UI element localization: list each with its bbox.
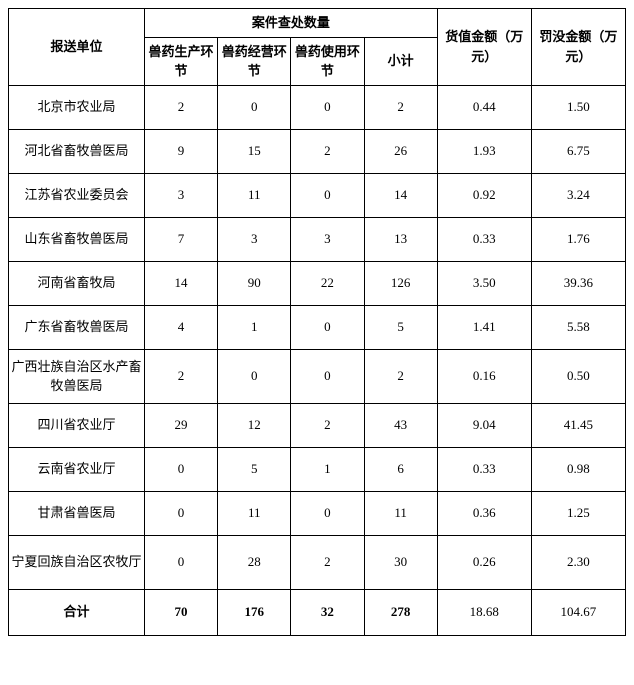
cell-use: 2 [291, 129, 364, 173]
total-unit: 合计 [9, 589, 145, 635]
cell-sub: 26 [364, 129, 437, 173]
total-sub: 278 [364, 589, 437, 635]
cell-value: 0.33 [437, 217, 531, 261]
cell-prod: 0 [144, 535, 217, 589]
cell-prod: 0 [144, 447, 217, 491]
cell-use: 1 [291, 447, 364, 491]
total-biz: 176 [218, 589, 291, 635]
cell-sub: 30 [364, 535, 437, 589]
total-penalty: 104.67 [531, 589, 625, 635]
cell-penalty: 1.25 [531, 491, 625, 535]
cell-prod: 0 [144, 491, 217, 535]
cell-use: 0 [291, 491, 364, 535]
cell-value: 0.92 [437, 173, 531, 217]
cell-penalty: 1.76 [531, 217, 625, 261]
cell-biz: 3 [218, 217, 291, 261]
cell-prod: 3 [144, 173, 217, 217]
cell-unit: 四川省农业厅 [9, 403, 145, 447]
cell-value: 0.26 [437, 535, 531, 589]
cell-prod: 29 [144, 403, 217, 447]
cell-biz: 15 [218, 129, 291, 173]
cell-penalty: 41.45 [531, 403, 625, 447]
cell-unit: 江苏省农业委员会 [9, 173, 145, 217]
cell-unit: 甘肃省兽医局 [9, 491, 145, 535]
cell-sub: 13 [364, 217, 437, 261]
cell-value: 3.50 [437, 261, 531, 305]
cell-prod: 9 [144, 129, 217, 173]
cell-value: 1.93 [437, 129, 531, 173]
cell-use: 0 [291, 305, 364, 349]
cell-prod: 2 [144, 85, 217, 129]
cell-sub: 43 [364, 403, 437, 447]
cell-biz: 0 [218, 85, 291, 129]
cell-prod: 14 [144, 261, 217, 305]
cell-value: 0.16 [437, 349, 531, 403]
cell-sub: 14 [364, 173, 437, 217]
cell-unit: 山东省畜牧兽医局 [9, 217, 145, 261]
cell-use: 2 [291, 403, 364, 447]
cell-value: 0.44 [437, 85, 531, 129]
cell-penalty: 6.75 [531, 129, 625, 173]
table-body: 北京市农业局20020.441.50 河北省畜牧兽医局9152261.936.7… [9, 85, 626, 635]
header-value: 货值金额（万元） [437, 9, 531, 86]
cell-use: 22 [291, 261, 364, 305]
cell-biz: 1 [218, 305, 291, 349]
cell-biz: 11 [218, 173, 291, 217]
cell-use: 2 [291, 535, 364, 589]
cell-sub: 126 [364, 261, 437, 305]
cell-penalty: 2.30 [531, 535, 625, 589]
cases-table: 报送单位 案件查处数量 货值金额（万元） 罚没金额（万元） 兽药生产环节 兽药经… [8, 8, 626, 636]
cell-unit: 云南省农业厅 [9, 447, 145, 491]
header-cases-group: 案件查处数量 [144, 9, 437, 38]
cell-prod: 2 [144, 349, 217, 403]
cell-unit: 广东省畜牧兽医局 [9, 305, 145, 349]
cell-unit: 宁夏回族自治区农牧厅 [9, 535, 145, 589]
cell-prod: 4 [144, 305, 217, 349]
header-penalty: 罚没金额（万元） [531, 9, 625, 86]
cell-use: 0 [291, 85, 364, 129]
header-biz: 兽药经营环节 [218, 37, 291, 85]
cell-biz: 0 [218, 349, 291, 403]
cell-penalty: 0.50 [531, 349, 625, 403]
cell-sub: 5 [364, 305, 437, 349]
total-value: 18.68 [437, 589, 531, 635]
cell-value: 1.41 [437, 305, 531, 349]
header-sub: 小计 [364, 37, 437, 85]
cell-use: 0 [291, 173, 364, 217]
cell-sub: 11 [364, 491, 437, 535]
cell-unit: 河南省畜牧局 [9, 261, 145, 305]
header-unit: 报送单位 [9, 9, 145, 86]
cell-biz: 5 [218, 447, 291, 491]
cell-value: 9.04 [437, 403, 531, 447]
cell-use: 3 [291, 217, 364, 261]
cell-biz: 28 [218, 535, 291, 589]
cell-use: 0 [291, 349, 364, 403]
cell-unit: 北京市农业局 [9, 85, 145, 129]
cell-penalty: 5.58 [531, 305, 625, 349]
cell-value: 0.36 [437, 491, 531, 535]
header-prod: 兽药生产环节 [144, 37, 217, 85]
total-prod: 70 [144, 589, 217, 635]
cell-penalty: 1.50 [531, 85, 625, 129]
cell-value: 0.33 [437, 447, 531, 491]
cell-biz: 12 [218, 403, 291, 447]
cell-penalty: 3.24 [531, 173, 625, 217]
header-use: 兽药使用环节 [291, 37, 364, 85]
cell-unit: 河北省畜牧兽医局 [9, 129, 145, 173]
cell-biz: 11 [218, 491, 291, 535]
cell-sub: 2 [364, 349, 437, 403]
cell-unit: 广西壮族自治区水产畜牧兽医局 [9, 349, 145, 403]
total-use: 32 [291, 589, 364, 635]
cell-penalty: 0.98 [531, 447, 625, 491]
cell-prod: 7 [144, 217, 217, 261]
cell-sub: 6 [364, 447, 437, 491]
cell-biz: 90 [218, 261, 291, 305]
cell-sub: 2 [364, 85, 437, 129]
cell-penalty: 39.36 [531, 261, 625, 305]
